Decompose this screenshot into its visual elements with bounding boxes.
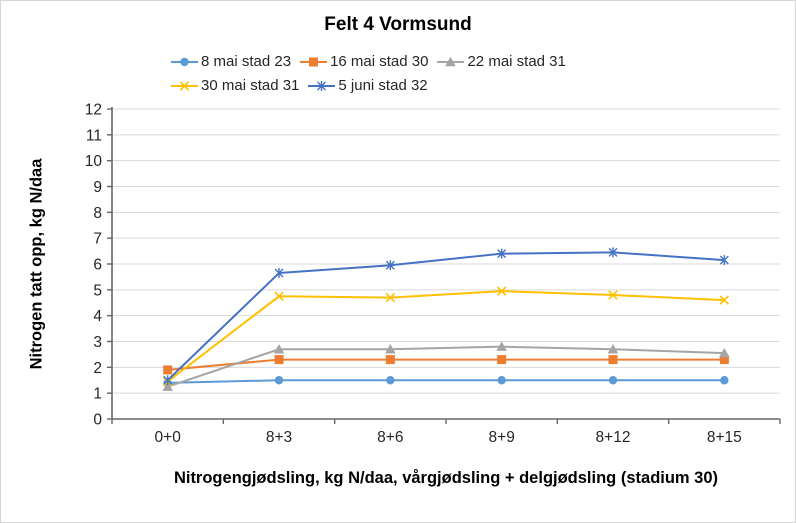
legend-item-1: 8 mai stad 23 [171,53,291,70]
chart-title: Felt 4 Vormsund [324,14,472,35]
asterisk-marker-icon [385,260,395,271]
triangle-marker-icon [385,344,396,354]
series-line-5 [166,251,726,382]
asterisk-marker-icon [719,255,729,266]
circle-marker-icon [720,376,729,385]
legend-item-2: 16 mai stad 30 [300,53,428,70]
legend-x-icon [171,80,198,91]
circle-marker-icon [386,376,395,385]
asterisk-marker-icon [274,268,284,279]
triangle-marker-icon [607,344,619,354]
x-marker-icon [274,291,284,302]
y-tick-label: 12 [85,101,102,118]
x-marker-icon [719,295,730,305]
y-tick-label: 1 [93,386,102,403]
x-marker-icon [496,286,507,296]
y-tick-label: 0 [93,411,102,428]
x-tick-label: 8+6 [377,429,403,446]
legend-item-label: 8 mai stad 23 [201,53,292,70]
y-tick-label: 5 [93,282,102,299]
asterisk-marker-icon [608,247,618,258]
x-marker-icon [179,80,190,91]
x-marker-icon [608,290,618,300]
legend-item-label: 16 mai stad 30 [330,53,429,70]
circle-marker-icon [274,376,284,385]
triangle-marker-icon [273,344,285,354]
square-marker-icon [719,355,729,365]
legend-item-label: 22 mai stad 31 [467,53,566,70]
square-marker-icon [309,57,319,66]
x-tick-label: 8+15 [707,429,742,446]
legend-square-icon [300,57,328,66]
x-axis-title: Nitrogengjødsling, kg N/daa, vårgjødslin… [173,469,719,487]
x-tick-label: 8+9 [489,429,515,446]
triangle-marker-icon [162,381,173,391]
y-tick-label: 7 [93,231,102,248]
y-tick-label: 6 [93,256,102,273]
legend-row-1: 8 mai stad 23 16 mai stad 30 22 mai stad 3… [171,53,566,70]
triangle-marker-icon [496,341,507,351]
x-marker-icon [385,292,396,303]
legend-item-3: 22 mai stad 31 [437,53,566,70]
y-tick-label: 11 [86,127,102,144]
legend-row-2: 30 mai stad 31 5 juni stad 32 [171,77,566,94]
legend: 8 mai stad 23 16 mai stad 30 22 mai stad 3… [171,53,566,94]
y-tick-label: 9 [93,179,102,196]
y-tick-label: 2 [93,360,102,377]
series-line-1 [166,379,726,384]
square-marker-icon [274,355,284,365]
x-tick-label: 8+12 [596,429,631,446]
square-marker-icon [385,355,395,365]
legend-item-label: 30 mai stad 31 [201,77,300,94]
legend-item-5: 5 juni stad 32 [308,77,428,94]
legend-item-label: 5 juni stad 32 [338,77,428,94]
series-line-3 [166,345,726,388]
y-tick-label: 10 [85,153,103,170]
circle-marker-icon [608,376,618,385]
circle-marker-icon [497,376,506,385]
square-marker-icon [608,355,618,365]
square-marker-icon [163,365,173,375]
y-tick-label: 4 [93,308,102,325]
square-marker-icon [497,355,507,365]
series-line-4 [166,290,726,383]
y-tick-label: 8 [93,205,102,222]
legend-triangle-icon [437,56,465,66]
legend-item-4: 30 mai stad 31 [171,77,299,94]
asterisk-marker-icon [497,248,507,259]
x-tick-label: 0+0 [155,429,182,446]
legend-circle-icon [171,57,198,66]
triangle-marker-icon [445,56,457,66]
series-line-2 [166,358,726,371]
x-tick-label: 8+3 [266,429,292,446]
triangle-marker-icon [719,347,730,358]
asterisk-marker-icon [317,80,327,91]
asterisk-marker-icon [163,375,173,386]
legend-asterisk-icon [308,80,336,91]
y-tick-label: 3 [93,334,102,351]
circle-marker-icon [180,57,189,66]
